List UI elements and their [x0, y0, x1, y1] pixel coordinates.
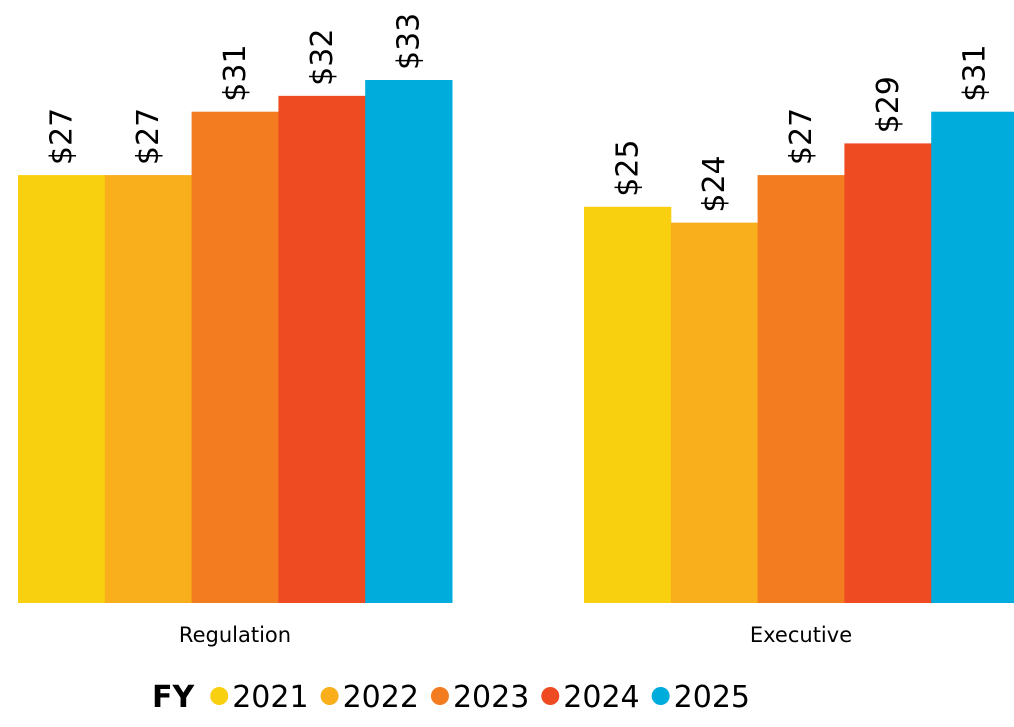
x-tick-label: Regulation: [179, 623, 291, 647]
data-label: $33: [392, 13, 427, 70]
legend-label: 2021: [232, 680, 308, 715]
x-tick-label: Executive: [750, 623, 852, 647]
bar: [104, 175, 193, 603]
bar: [191, 111, 279, 604]
legend-label: 2024: [563, 680, 639, 715]
data-label: $27: [44, 108, 79, 165]
bar: [757, 175, 845, 603]
data-label: $24: [697, 155, 732, 212]
data-label: $25: [610, 140, 645, 197]
legend-marker: [320, 687, 339, 705]
data-label: $32: [305, 29, 340, 86]
legend-title: FY: [152, 680, 195, 715]
bar: [844, 143, 932, 604]
bar: [18, 175, 106, 603]
bar: [278, 95, 366, 604]
bar: [931, 111, 1014, 604]
bar: [670, 222, 759, 604]
legend-marker: [541, 687, 560, 705]
data-label: $27: [131, 108, 166, 165]
bar: [584, 206, 672, 603]
bar: [365, 80, 453, 603]
data-label: $31: [958, 44, 993, 101]
legend-marker: [651, 687, 670, 705]
legend-marker: [210, 687, 229, 705]
data-label: $27: [784, 108, 819, 165]
legend-label: 2022: [343, 680, 419, 715]
legend-label: 2023: [453, 680, 529, 715]
legend-label: 2025: [674, 680, 750, 715]
legend-marker: [430, 687, 449, 705]
data-label: $29: [871, 76, 906, 133]
data-label: $31: [218, 44, 253, 101]
